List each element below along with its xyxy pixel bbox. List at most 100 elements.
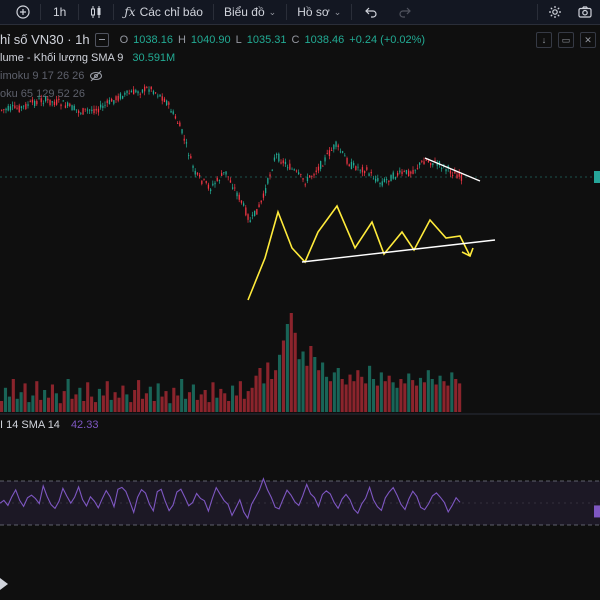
interval-button[interactable]: 1h [43, 0, 76, 24]
volume-bar [383, 381, 387, 412]
window-icon[interactable]: ▭ [558, 32, 574, 48]
volume-bar [387, 375, 391, 412]
profile-menu-button[interactable]: Hồ sơ ⌄ [289, 0, 349, 24]
candle-body [394, 177, 397, 179]
candle-body [245, 207, 247, 216]
candle-body [42, 103, 45, 105]
undo-button[interactable] [354, 0, 388, 24]
volume-bar [187, 392, 192, 412]
candle-body [95, 108, 97, 111]
candle-body [51, 101, 53, 103]
candle-body [333, 144, 335, 150]
candle-body [399, 170, 401, 173]
candle-body [122, 96, 124, 99]
candle-body [229, 180, 232, 183]
candle-body [56, 99, 58, 105]
symbol-title[interactable]: hỉ số VN30 · 1h [0, 32, 90, 47]
volume-bar [27, 402, 31, 412]
volume-bar [340, 379, 344, 412]
candle-body [89, 109, 91, 111]
volume-bar [289, 313, 293, 412]
volume-legend-value: 30.591M [132, 52, 176, 64]
volume-bar [133, 390, 137, 412]
candle-body [205, 181, 207, 183]
ichimoku-legend-row[interactable]: imoku 9 17 26 26 [0, 70, 103, 82]
ichimoku-legend-name: imoku 9 17 26 26 [0, 70, 85, 82]
settings-button[interactable] [540, 0, 570, 24]
arrow-down-icon[interactable]: ↓ [536, 32, 552, 48]
candle-body [243, 203, 245, 206]
volume-bar [285, 324, 289, 412]
chart-menu-button[interactable]: Biểu đồ ⌄ [216, 0, 284, 24]
volume-bar [438, 375, 442, 412]
candle-body [190, 156, 192, 159]
volume-bar [442, 381, 446, 412]
collapse-button[interactable] [94, 32, 109, 47]
candle-body [207, 184, 210, 189]
candle-body [408, 170, 410, 177]
candle-body [91, 109, 93, 112]
candle-body [401, 171, 403, 175]
separator [113, 4, 115, 20]
candle-body [441, 168, 443, 169]
add-symbol-button[interactable] [0, 0, 38, 24]
candle-body [293, 169, 295, 171]
chart-type-button[interactable] [81, 0, 111, 24]
candle-body [93, 108, 95, 114]
rsi-legend[interactable]: I 14 SMA 14 42.33 [0, 419, 98, 431]
volume-bar [336, 368, 340, 412]
candle-body [126, 90, 128, 93]
candle-body [40, 98, 42, 103]
candle-body [375, 178, 377, 182]
candle-body [300, 174, 302, 175]
candle-body [267, 178, 269, 184]
volume-bar [250, 387, 254, 412]
candle-body [238, 194, 240, 200]
volume-bar [395, 387, 399, 412]
candle-body [337, 145, 339, 147]
candle-body [397, 172, 399, 176]
candle-body [419, 162, 421, 165]
close-icon[interactable]: ✕ [580, 32, 596, 48]
volume-bar [23, 383, 27, 412]
screenshot-button[interactable] [570, 0, 600, 24]
volume-bar [82, 401, 86, 412]
candle-body [287, 167, 289, 169]
volume-bar [426, 370, 430, 412]
volume-legend-row[interactable]: lume - Khối lượng SMA 9 30.591M [0, 52, 175, 64]
volume-bar [203, 390, 207, 412]
candle-body [170, 110, 172, 113]
volume-bar [434, 384, 438, 412]
rsi-legend-value: 42.33 [70, 419, 99, 431]
annotation-path [247, 204, 471, 301]
close-value: 1038.46 [304, 33, 345, 46]
separator [286, 4, 288, 20]
redo-button[interactable] [388, 0, 422, 24]
candle-body [100, 104, 102, 108]
volume-bar [93, 402, 98, 412]
candle-body [254, 210, 256, 216]
candle-body [298, 172, 300, 175]
candle-body [331, 150, 333, 151]
candle-body [67, 102, 69, 107]
candle-body [161, 96, 163, 101]
undo-icon [365, 7, 377, 18]
ichimoku-legend-row-2[interactable]: oku 65 129 52 26 [0, 88, 85, 100]
candle-body [425, 159, 427, 161]
candle-body [179, 122, 181, 127]
candle-body [271, 169, 273, 171]
indicators-button[interactable]: ƒx Các chỉ báo [116, 0, 211, 24]
candle-body [265, 188, 267, 194]
volume-bar [324, 376, 329, 412]
volume-bar [344, 384, 348, 412]
candle-body [311, 176, 313, 177]
candle-body [306, 177, 309, 182]
candle-body [155, 92, 157, 94]
candle-body [163, 98, 166, 102]
rsi-value-tag [594, 505, 600, 518]
candle-body [289, 163, 291, 170]
eye-off-icon[interactable] [89, 70, 103, 82]
volume-bar [43, 390, 47, 412]
candle-body [20, 106, 23, 109]
